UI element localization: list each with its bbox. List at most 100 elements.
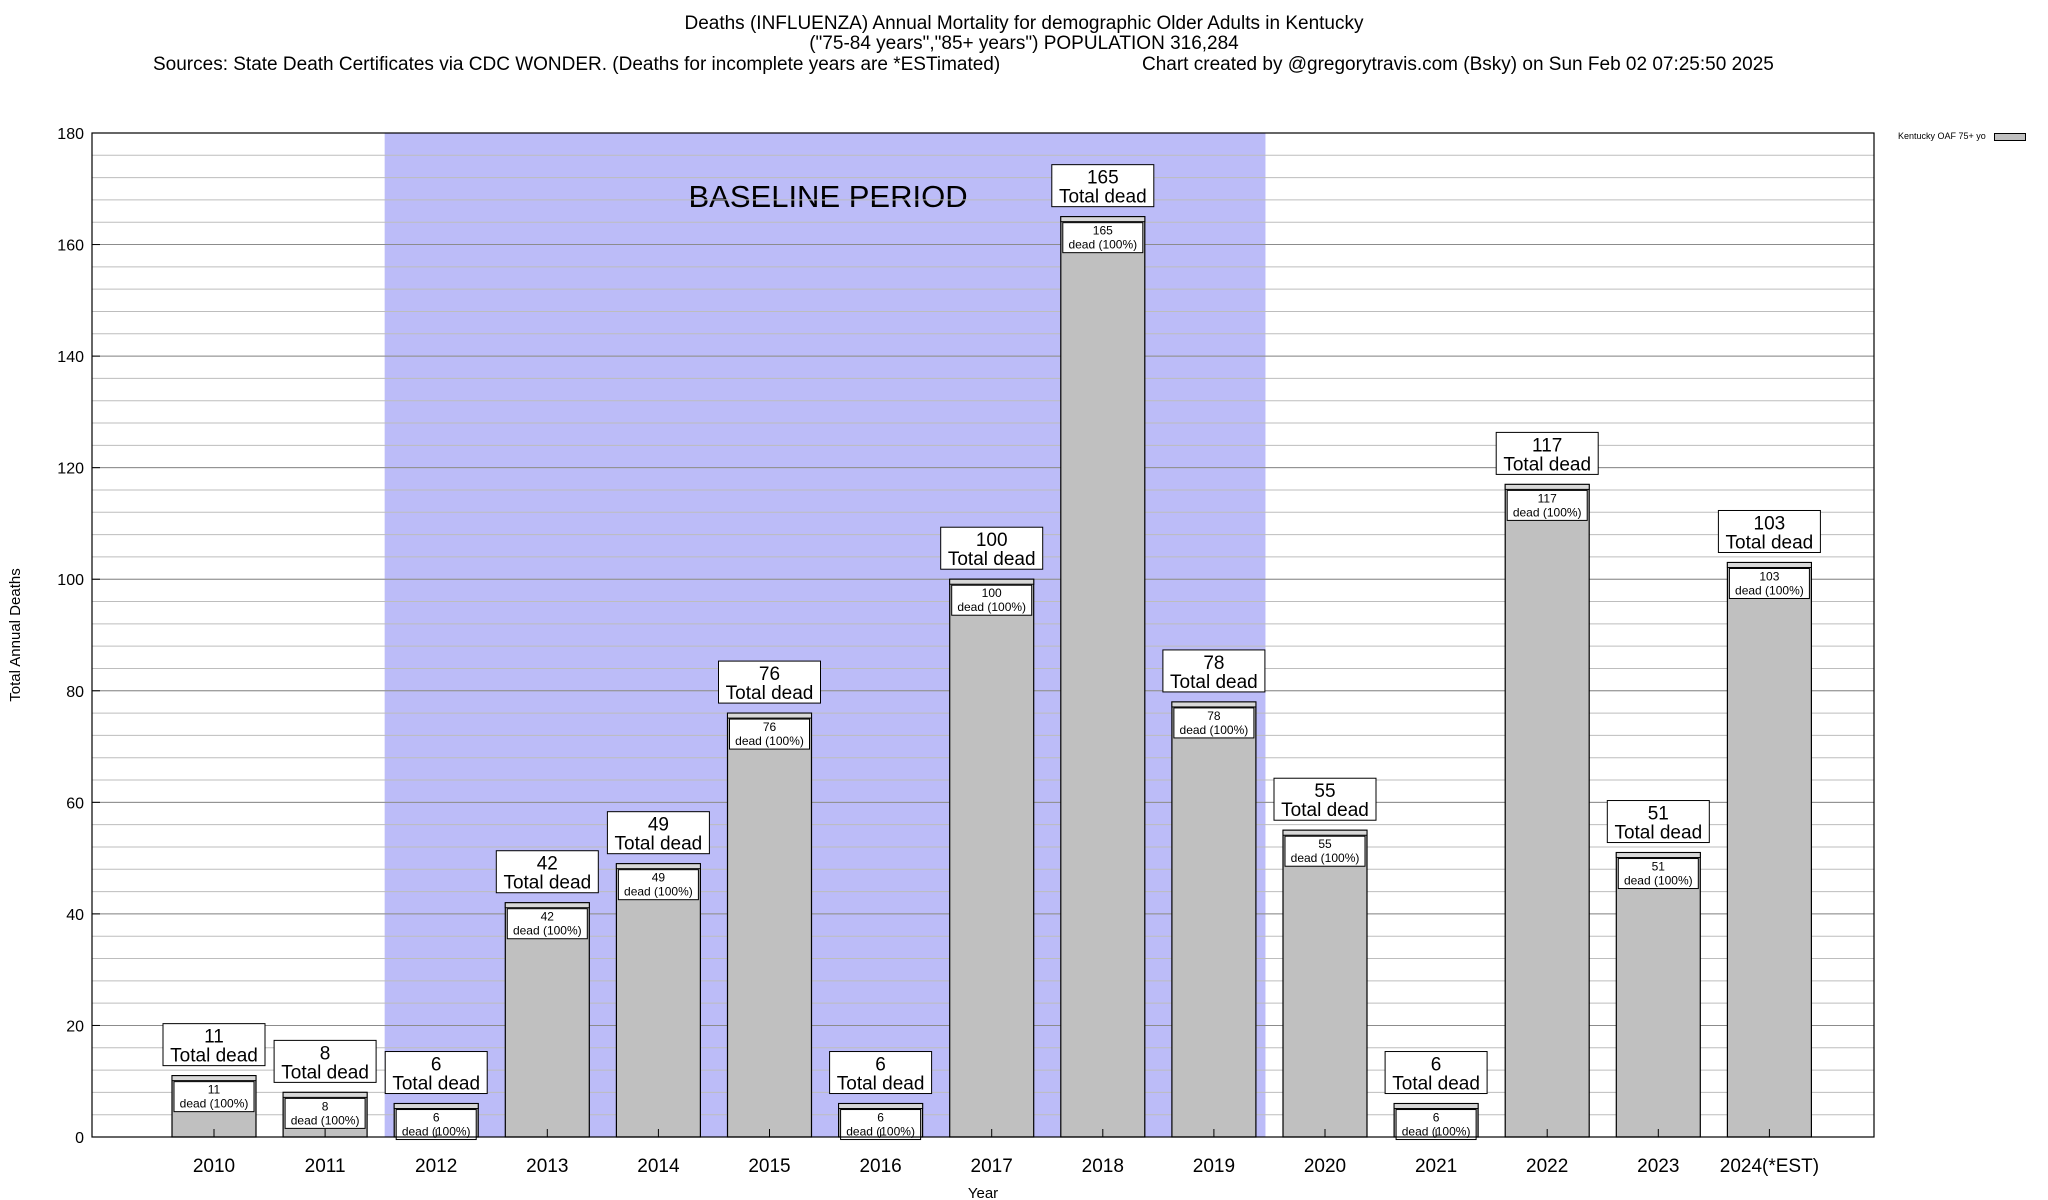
legend: Kentucky OAF 75+ yo (1898, 131, 2026, 141)
inner-label-text: dead (100%) (1513, 505, 1582, 519)
total-label-value: 100 (976, 530, 1008, 551)
inner-label-value: 100 (982, 586, 1002, 600)
inner-label-text: dead (100%) (291, 1113, 360, 1127)
bar (1060, 216, 1146, 1138)
inner-label-box (1506, 489, 1588, 521)
total-label-text: Total dead (1281, 800, 1369, 821)
bar (726, 712, 813, 1138)
bar-cap (949, 578, 1035, 585)
y-tick-label: 20 (66, 1018, 84, 1035)
legend-swatch (1993, 132, 2026, 141)
plot-frame (91, 132, 1875, 1138)
inner-label-value: 6 (877, 1111, 884, 1125)
inner-label-text: dead (100%) (1735, 583, 1804, 597)
inner-label-value: 103 (1759, 569, 1779, 583)
x-tick-label: 2015 (748, 1156, 790, 1177)
bar-cap (838, 1103, 924, 1110)
bar-cap (282, 1091, 368, 1098)
total-label-box (495, 850, 599, 894)
total-label-value: 117 (1532, 435, 1562, 456)
total-label-text: Total dead (615, 834, 703, 855)
total-label-value: 49 (648, 815, 669, 836)
total-label-box (829, 1051, 933, 1095)
inner-label-value: 51 (1652, 860, 1666, 874)
x-tick-label: 2017 (971, 1156, 1013, 1177)
inner-label-text: dead (100%) (180, 1097, 249, 1111)
inner-label-text: dead (100%) (1068, 238, 1137, 252)
bar (1504, 483, 1590, 1138)
total-label-box (384, 1051, 488, 1095)
total-label-box (273, 1039, 377, 1083)
bar-cap (171, 1075, 257, 1082)
y-axis-label: Total Annual Deaths (7, 568, 24, 701)
total-label-text: Total dead (281, 1062, 369, 1083)
x-tick-label: 2018 (1082, 1156, 1124, 1177)
inner-label-box (1173, 707, 1255, 739)
bar-cap (1726, 561, 1812, 568)
x-tick-label: 2020 (1304, 1156, 1346, 1177)
total-label-box (606, 811, 710, 855)
inner-label-value: 55 (1318, 837, 1332, 851)
total-label-box (1495, 431, 1599, 475)
chart-credit: Chart created by @gregorytravis.com (Bsk… (1142, 54, 1774, 75)
inner-label-text: dead (100%) (957, 600, 1026, 614)
total-label-value: 78 (1203, 653, 1224, 674)
x-tick-label: 2010 (193, 1156, 235, 1177)
inner-label-text: dead (100%) (513, 924, 582, 938)
bar (949, 578, 1035, 1138)
inner-label-value: 42 (541, 910, 555, 924)
y-tick-label: 140 (57, 349, 84, 366)
inner-label-box (1617, 858, 1699, 890)
total-label-text: Total dead (1392, 1074, 1480, 1095)
bar-cap (1504, 483, 1590, 490)
x-tick-label: 2016 (859, 1156, 901, 1177)
total-label-text: Total dead (1726, 532, 1814, 553)
x-axis-label: Year (968, 1185, 998, 1200)
inner-label-value: 8 (322, 1099, 329, 1113)
inner-label-text: dead (100%) (1180, 723, 1249, 737)
bar-cap (727, 712, 812, 719)
inner-label-box (729, 718, 810, 750)
bar (1726, 561, 1813, 1138)
total-label-text: Total dead (1059, 187, 1147, 208)
total-label-box (162, 1023, 266, 1067)
total-label-box (1273, 777, 1377, 821)
chart-title-block: Deaths (INFLUENZA) Annual Mortality for … (0, 14, 2048, 54)
total-label-box (1717, 509, 1821, 553)
inner-label-box (1728, 567, 1810, 599)
inner-label-value: 78 (1207, 709, 1221, 723)
x-tick-label: 2021 (1415, 1156, 1457, 1177)
total-label-text: Total dead (726, 683, 814, 704)
total-label-value: 8 (320, 1043, 331, 1064)
y-tick-label: 120 (57, 461, 84, 478)
total-label-value: 6 (875, 1055, 886, 1076)
total-label-text: Total dead (1503, 454, 1591, 475)
inner-label-value: 165 (1093, 224, 1113, 238)
total-label-value: 42 (537, 854, 558, 875)
inner-label-text: dead (100%) (735, 734, 804, 748)
bar-cap (1393, 1103, 1479, 1110)
inner-label-text: dead (100%) (1291, 851, 1360, 865)
legend-label: Kentucky OAF 75+ yo (1898, 131, 1986, 141)
baseline-period-label: BASELINE PERIOD (689, 179, 968, 214)
bar (1171, 701, 1257, 1138)
inner-label-box (395, 1109, 477, 1141)
chart-subtitle: ("75-84 years","85+ years") POPULATION 3… (809, 33, 1239, 54)
total-label-text: Total dead (392, 1074, 480, 1095)
total-label-text: Total dead (170, 1046, 258, 1067)
y-tick-label: 160 (57, 238, 84, 255)
total-label-text: Total dead (948, 549, 1036, 570)
inner-label-value: 11 (208, 1083, 221, 1097)
inner-label-value: 6 (433, 1111, 440, 1125)
total-label-value: 165 (1087, 168, 1119, 189)
total-label-value: 6 (1431, 1055, 1442, 1076)
bar (1282, 829, 1368, 1138)
x-tick-label: 2013 (526, 1156, 568, 1177)
y-tick-label: 180 (57, 126, 84, 143)
x-tick-label: 2024(*EST) (1720, 1156, 1819, 1177)
total-label-box (1162, 649, 1266, 693)
total-label-box (718, 660, 821, 704)
x-tick-label: 2019 (1193, 1156, 1235, 1177)
total-label-box (940, 526, 1044, 570)
